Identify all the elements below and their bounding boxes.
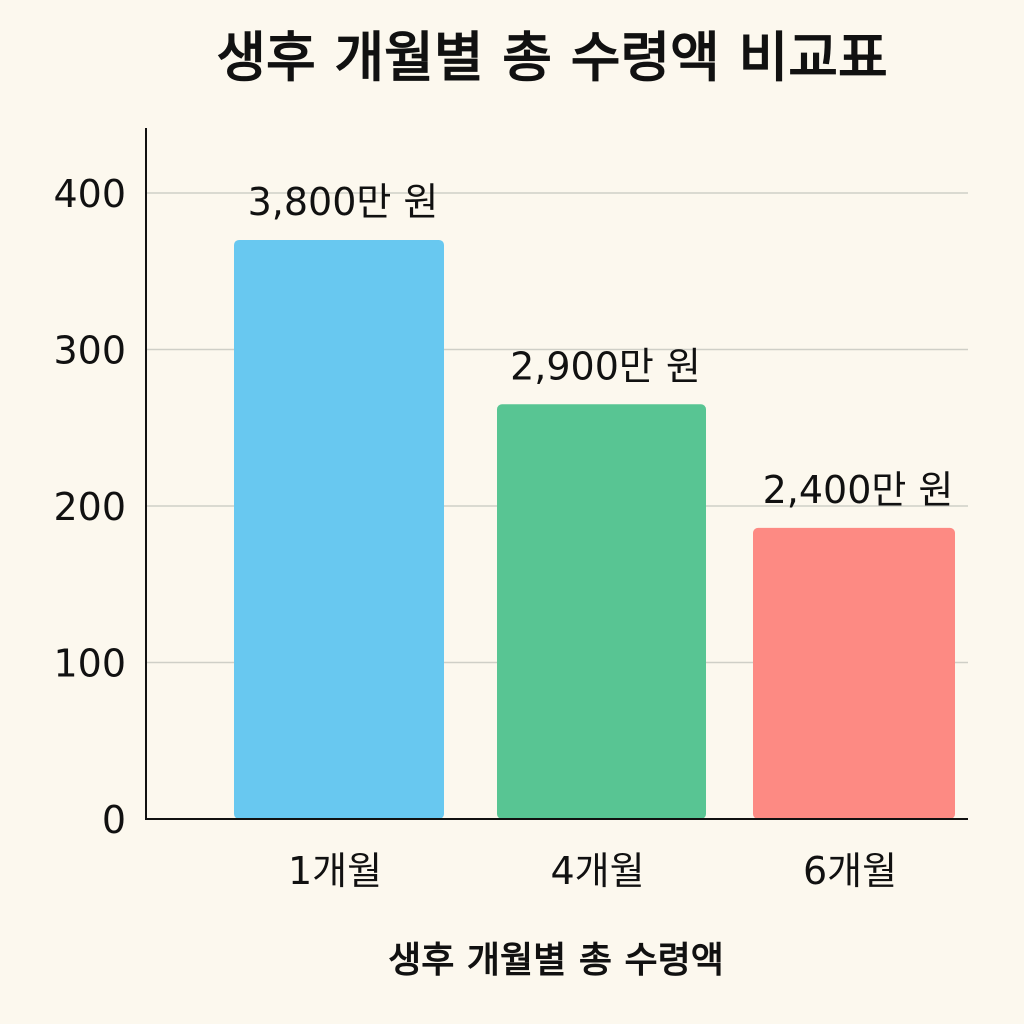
y-axis-ticks: 0 100 200 300 400 <box>53 172 126 842</box>
x-axis-label: 생후 개월별 총 수령액 <box>388 940 724 981</box>
y-tick-label: 100 <box>53 642 126 686</box>
bar-value-label: 2,900만 원 <box>510 344 701 388</box>
bar-value-label: 3,800만 원 <box>248 180 439 224</box>
x-tick-label: 1개월 <box>288 849 382 893</box>
y-tick-label: 400 <box>53 172 126 216</box>
y-tick-label: 200 <box>53 485 126 529</box>
bar-3 <box>753 527 955 819</box>
bar-value-label: 2,400만 원 <box>763 468 954 512</box>
x-tick-label: 6개월 <box>803 849 897 893</box>
x-tick-label: 4개월 <box>550 849 644 893</box>
chart-title: 생후 개월별 총 수령액 비교표 <box>216 26 887 89</box>
bar-1 <box>234 239 444 819</box>
bars <box>234 239 955 819</box>
y-tick-label: 300 <box>53 329 126 373</box>
x-axis-ticks: 1개월 4개월 6개월 <box>288 849 897 893</box>
y-tick-label: 0 <box>102 798 126 842</box>
bar-2 <box>497 404 706 819</box>
value-labels: 3,800만 원 2,900만 원 2,400만 원 <box>248 180 954 512</box>
